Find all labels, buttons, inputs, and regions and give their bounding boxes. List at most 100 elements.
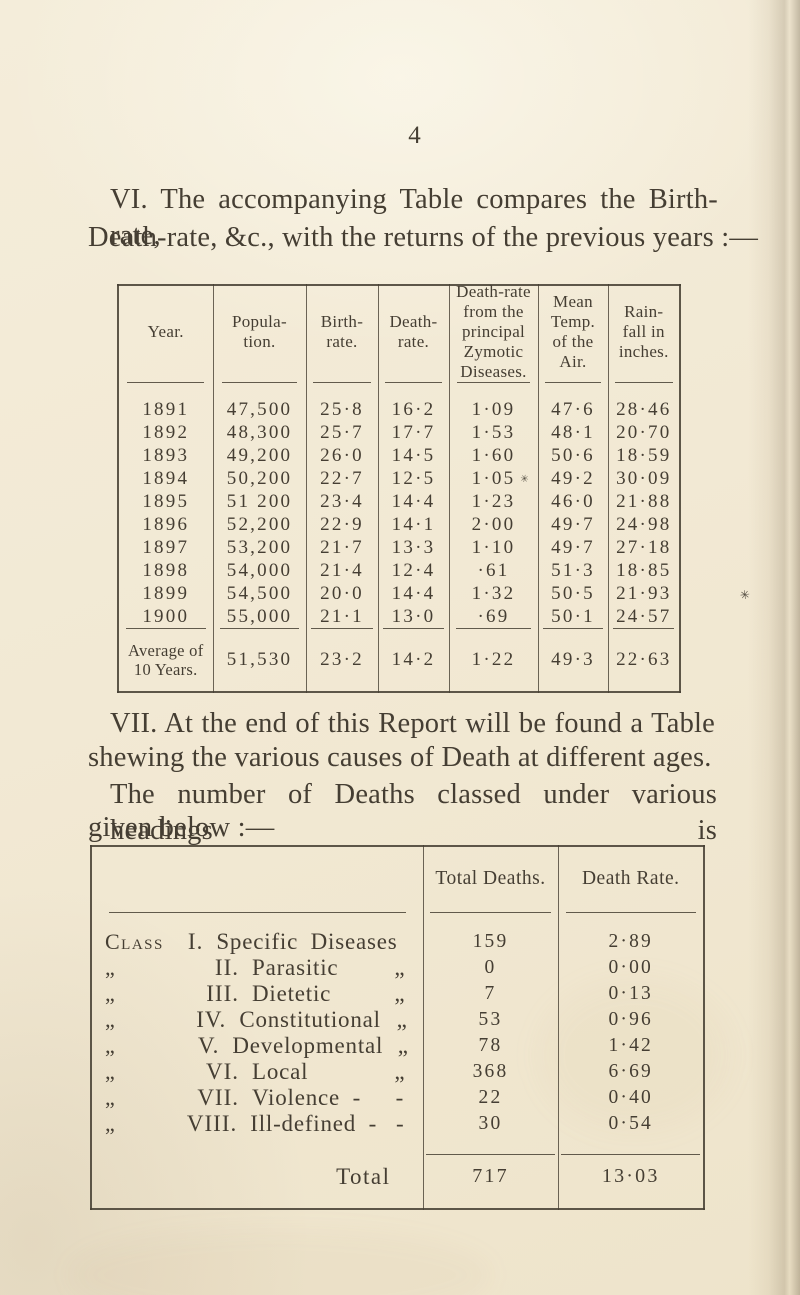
total-deaths-cell: 7 (422, 981, 558, 1007)
page-number: 4 (408, 122, 422, 149)
column-header-blank (91, 846, 423, 929)
class-numeral: I. (187, 929, 204, 954)
vital-cell: 24·98 (607, 513, 680, 536)
class-numeral: III. (206, 981, 239, 1006)
total-deaths-cell: 53 (422, 1007, 558, 1033)
vital-table-row: 1894 50,200 22·7 12·5 1·05 49·2 30·09 (118, 467, 680, 490)
class-table-total-row: Total 717 13·03 (91, 1137, 704, 1209)
vital-cell: 21·93 (607, 582, 680, 605)
vital-table-row: 1895 51 200 23·4 14·4 1·23 46·0 21·88 (118, 490, 680, 513)
class-name: Specific Diseases (216, 929, 398, 954)
vital-cell: 1·23 (448, 490, 538, 513)
class-table-row: „ II. Parasitic „ 0 0·00 (91, 955, 704, 981)
total-deaths-cell: 0 (422, 955, 558, 981)
class-numeral: II. (214, 955, 239, 980)
vital-cell: 55,000 (212, 605, 306, 628)
class-name: Violence - (252, 1085, 362, 1110)
column-header-rainfall: Rain- fall in inches. (607, 285, 680, 398)
class-label-cell: „ VII. Violence - - (91, 1085, 423, 1111)
vital-cell: 1·09 (448, 398, 538, 421)
class-table-row: Class I. Specific Diseases 159 2·89 (91, 929, 704, 955)
column-header-population: Popula- tion. (212, 285, 306, 398)
class-numeral: V. (197, 1033, 220, 1058)
paper-stain (70, 1230, 490, 1295)
column-header-zymotic-death-rate: Death-rate from the principal Zymotic Di… (448, 282, 538, 398)
vital-table-header: Year. Popula- tion. Birth- rate. Death- … (118, 282, 680, 398)
vital-cell: 48·1 (537, 421, 608, 444)
paragraph-deaths-line1: The number of Deaths classed under vario… (110, 779, 717, 846)
vital-cell: 1·60 (448, 444, 538, 467)
vital-cell: 28·46 (607, 398, 680, 421)
class-name: Parasitic (252, 955, 339, 980)
vital-cell: 1899 (142, 582, 190, 604)
ink-speck: ✳ (739, 587, 751, 603)
class-table-row: „ VI. Local „ 368 6·69 (91, 1059, 704, 1085)
vital-cell: 50·6 (537, 444, 608, 467)
class-label-cell: Class I. Specific Diseases (91, 929, 423, 955)
vital-cell: 50,200 (212, 467, 306, 490)
ditto-mark: - (395, 1085, 404, 1110)
vital-cell: 1891 (142, 398, 190, 420)
class-label-cell: „ III. Dietetic „ (91, 981, 423, 1007)
average-zymotic-rate: 1·22 (448, 628, 538, 692)
vital-cell: 18·85 (607, 559, 680, 582)
vital-cell: 54,000 (212, 559, 306, 582)
total-deaths-cell: 22 (422, 1085, 558, 1111)
class-table-row: „ V. Developmental „ 78 1·42 (91, 1033, 704, 1059)
vital-cell: 51·3 (537, 559, 608, 582)
vital-cell: 49,200 (212, 444, 306, 467)
vital-cell: 1892 (142, 421, 190, 443)
class-label-cell: „ V. Developmental „ (91, 1033, 423, 1059)
ditto-mark: „ (394, 981, 405, 1006)
class-label-cell: „ VIII. Ill-defined -- (91, 1111, 423, 1137)
average-mean-temp: 49·3 (537, 628, 608, 692)
vital-cell: 49·7 (537, 536, 608, 559)
vital-cell: 2·00 (448, 513, 538, 536)
vital-cell: 54,500 (212, 582, 306, 605)
death-rate-cell: 1·42 (557, 1033, 704, 1059)
column-header-mean-temp: Mean Temp. of the Air. (537, 285, 608, 398)
vital-cell: 48,300 (212, 421, 306, 444)
vital-cell: 13·0 (377, 605, 449, 628)
vital-cell: 14·4 (377, 582, 449, 605)
vital-table-row: 1892 48,300 25·7 17·7 1·53 48·1 20·70 (118, 421, 680, 444)
class-table-row: „ VII. Violence - -22 0·40 (91, 1085, 704, 1111)
total-deaths-cell: 78 (422, 1033, 558, 1059)
class-numeral: VIII. (186, 1111, 238, 1136)
vital-cell: 1·53 (448, 421, 538, 444)
class-numeral: IV. (196, 1007, 227, 1032)
vital-cell: 14·5 (377, 444, 449, 467)
vital-cell: 1894 (142, 467, 190, 489)
vital-cell: 24·57 (607, 605, 680, 628)
class-prefix: „ (105, 1007, 117, 1032)
vital-cell: 1900 (142, 605, 190, 627)
class-prefix: Class (105, 929, 164, 954)
average-death-rate: 14·2 (377, 628, 449, 692)
vital-cell: 1·32 (448, 582, 538, 605)
total-deaths-cell: 368 (422, 1059, 558, 1085)
vital-cell: 20·70 (607, 421, 680, 444)
class-name: Developmental (232, 1033, 384, 1058)
paragraph-vi-line2: Death-rate, &c., with the returns of the… (88, 222, 759, 253)
vital-cell: 18·59 (607, 444, 680, 467)
class-table-row: „ III. Dietetic „ 7 0·13 (91, 981, 704, 1007)
vital-cell: 30·09 (607, 467, 680, 490)
vital-table-row: 1891 47,500 25·8 16·2 1·09 47·6 28·46 (118, 398, 680, 421)
vital-cell: 49·7 (537, 513, 608, 536)
class-table-row: „ VIII. Ill-defined - -30 0·54 (91, 1111, 704, 1137)
class-label-cell: „ IV. Constitutional „ (91, 1007, 423, 1033)
vital-table-body: 1891 47,500 25·8 16·2 1·09 47·6 28·46 1892 48,30… (118, 398, 680, 628)
ditto-mark: „ (394, 955, 405, 980)
vital-cell: 14·4 (377, 490, 449, 513)
total-deaths-cell: 159 (422, 929, 558, 955)
class-prefix: „ (105, 1085, 117, 1110)
vital-table-average-row: Average of 10 Years. 51,530 23·2 14·2 1·… (118, 628, 680, 692)
vital-cell: ·61 (448, 559, 538, 582)
class-label-cell: „ II. Parasitic „ (91, 955, 423, 981)
vital-cell: 23·4 (305, 490, 378, 513)
vital-cell: 47,500 (212, 398, 306, 421)
vital-cell: 22·7 (305, 467, 378, 490)
total-deaths-cell: 30 (422, 1111, 558, 1137)
vital-cell: 25·7 (305, 421, 378, 444)
